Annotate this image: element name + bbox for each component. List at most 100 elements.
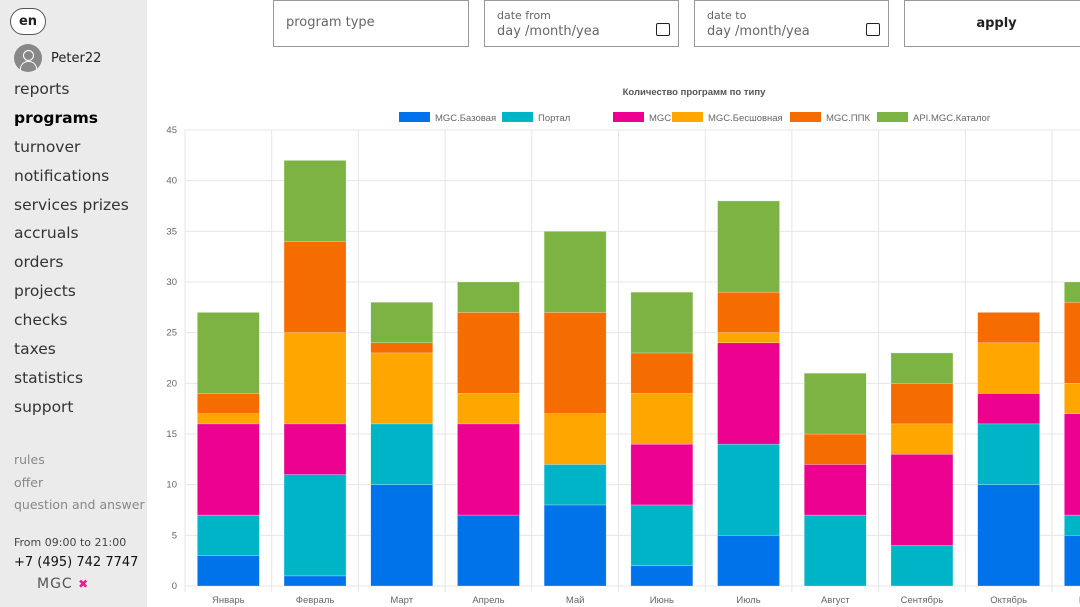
y-tick-label: 15 bbox=[166, 429, 177, 440]
legend-label: API.MGC.Каталог bbox=[913, 113, 991, 124]
working-hours: From 09:00 to 21:00 bbox=[14, 536, 127, 549]
date-from-value: day /month/yea bbox=[497, 24, 600, 39]
language-button[interactable]: en bbox=[10, 8, 46, 35]
nav-item-orders[interactable]: orders bbox=[14, 253, 64, 272]
nav-item-support[interactable]: support bbox=[14, 397, 74, 416]
link-offer[interactable]: offer bbox=[14, 474, 44, 490]
nav-item-checks[interactable]: checks bbox=[14, 311, 68, 330]
bar-segment bbox=[283, 241, 347, 333]
x-tick-label: Январь bbox=[212, 595, 245, 606]
bar-segment bbox=[630, 291, 694, 354]
bar-segment bbox=[977, 423, 1040, 485]
bar-segment bbox=[630, 352, 694, 394]
bar-segment bbox=[977, 484, 1040, 587]
nav-item-statistics[interactable]: statistics bbox=[14, 368, 84, 387]
y-tick-label: 0 bbox=[172, 581, 177, 592]
apply-button[interactable]: apply bbox=[904, 0, 1080, 47]
nav-item-reports[interactable]: reports bbox=[14, 80, 70, 98]
legend-swatch bbox=[790, 112, 821, 122]
bar-segment bbox=[457, 423, 520, 516]
x-tick-label: Ноябрь bbox=[1079, 595, 1080, 606]
date-from-label: date from bbox=[497, 9, 551, 22]
x-tick-label: Июнь bbox=[650, 595, 674, 606]
legend-swatch bbox=[613, 112, 644, 122]
program-type-select[interactable]: program type bbox=[273, 0, 469, 47]
nav-item-notifications[interactable]: notifications bbox=[14, 166, 110, 185]
bar-segment bbox=[370, 352, 433, 425]
bar-segment bbox=[283, 575, 347, 587]
bar-segment bbox=[717, 200, 780, 293]
legend-label: MGC.Базовая bbox=[435, 113, 496, 124]
bar-segment bbox=[717, 342, 780, 445]
date-to-input[interactable]: date to day /month/yea bbox=[694, 0, 889, 47]
bar-segment bbox=[457, 514, 520, 587]
user-profile[interactable]: Peter22 bbox=[14, 44, 101, 72]
y-tick-label: 40 bbox=[166, 176, 177, 187]
legend-swatch bbox=[399, 112, 430, 122]
bar-segment bbox=[370, 423, 433, 485]
calendar-icon[interactable] bbox=[656, 23, 670, 36]
bar-segment bbox=[890, 454, 954, 546]
bar-segment bbox=[283, 474, 347, 577]
nav-item-accruals[interactable]: accruals bbox=[14, 224, 79, 243]
bar-segment bbox=[1064, 281, 1080, 303]
nav-item-taxes[interactable]: taxes bbox=[14, 340, 56, 359]
bar-segment bbox=[1064, 302, 1080, 384]
username: Peter22 bbox=[51, 50, 102, 66]
legend-label: MGC.ППК bbox=[826, 113, 870, 124]
bar-segment bbox=[457, 312, 520, 394]
bar-segment bbox=[370, 484, 433, 587]
avatar-icon bbox=[14, 44, 42, 72]
logo-mark-icon: ✖ bbox=[78, 577, 90, 591]
y-tick-label: 10 bbox=[166, 480, 177, 491]
main-nav: reports programs turnover notifications serv… bbox=[14, 78, 129, 425]
legend-label: MGC.Бесшовная bbox=[708, 113, 783, 124]
mgc-logo: MGC ✖ bbox=[37, 576, 90, 592]
bar-segment bbox=[977, 312, 1040, 344]
y-tick-label: 20 bbox=[166, 378, 177, 389]
nav-item-projects[interactable]: projects bbox=[14, 282, 76, 301]
calendar-icon[interactable] bbox=[866, 23, 880, 36]
link-question-and-answer[interactable]: question and answer bbox=[14, 497, 145, 513]
sidebar: en Peter22 reports programs turnover notifi… bbox=[0, 0, 147, 607]
bar-segment bbox=[283, 160, 347, 242]
bar-segment bbox=[1064, 514, 1080, 536]
y-tick-label: 30 bbox=[166, 277, 177, 288]
x-tick-label: Сентябрь bbox=[901, 595, 944, 606]
x-tick-label: Март bbox=[390, 595, 413, 606]
bar-segment bbox=[630, 443, 694, 506]
bar-segment bbox=[717, 291, 780, 333]
x-tick-label: Июль bbox=[736, 595, 760, 606]
nav-item-programs[interactable]: programs bbox=[14, 108, 98, 127]
bar-segment bbox=[717, 332, 780, 344]
secondary-nav: rules offer question and answer bbox=[14, 452, 145, 520]
bar-segment bbox=[457, 393, 520, 425]
bar-segment bbox=[370, 302, 433, 344]
phone-link[interactable]: +7 (495) 742 7747 bbox=[14, 555, 139, 570]
bar-segment bbox=[804, 514, 867, 587]
nav-item-turnover[interactable]: turnover bbox=[14, 137, 81, 156]
program-type-placeholder: program type bbox=[286, 15, 375, 30]
bar-segment bbox=[197, 393, 260, 414]
nav-item-services-prizes[interactable]: services prizes bbox=[14, 195, 129, 214]
bar-segment bbox=[543, 464, 607, 506]
bar-segment bbox=[197, 555, 260, 587]
bar-segment bbox=[890, 545, 954, 587]
bar-segment bbox=[890, 383, 954, 425]
bar-segment bbox=[197, 312, 260, 394]
link-rules[interactable]: rules bbox=[14, 452, 45, 467]
programs-by-type-chart: Количество программ по типу MGC.Базовая По… bbox=[166, 87, 1080, 606]
legend-swatch bbox=[672, 112, 703, 122]
bar-segment bbox=[890, 423, 954, 455]
chart-title: Количество программ по типу bbox=[623, 87, 766, 98]
date-from-input[interactable]: date from day /month/yea bbox=[484, 0, 679, 47]
x-tick-label: Август bbox=[821, 595, 850, 606]
bar-segment bbox=[197, 413, 260, 425]
bar-segment bbox=[977, 342, 1040, 394]
x-tick-label: Май bbox=[566, 595, 585, 606]
legend-swatch bbox=[877, 112, 908, 122]
bar-segment bbox=[804, 464, 867, 516]
x-tick-label: Апрель bbox=[472, 595, 504, 606]
bar-segment bbox=[804, 433, 867, 465]
y-tick-label: 45 bbox=[166, 125, 177, 136]
